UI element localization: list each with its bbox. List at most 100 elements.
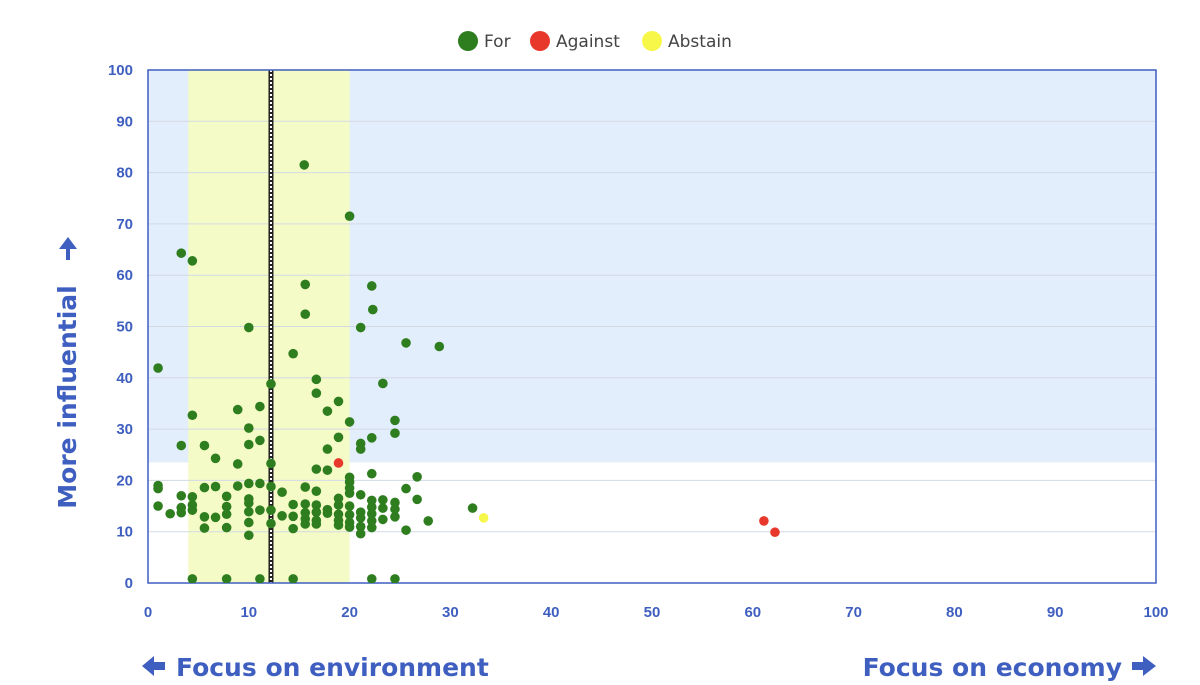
point-for (412, 494, 422, 505)
x-tick-labels: 0 10 20 30 40 50 60 70 80 90 100 (144, 604, 1169, 621)
gridlines (148, 120, 1156, 533)
point-for (412, 472, 422, 482)
x-tick-label: 0 (144, 604, 152, 621)
x-tick-label: 10 (240, 604, 257, 621)
y-axis-title: More influential (53, 285, 82, 508)
point-for (300, 519, 311, 529)
point-for (300, 482, 311, 492)
x-axis-title-right: Focus on economy (863, 653, 1122, 682)
point-for (266, 481, 276, 492)
x-tick-label: 60 (744, 604, 761, 621)
point-for (299, 160, 310, 170)
point-for (311, 464, 322, 474)
point-for (176, 490, 187, 501)
point-for (390, 497, 400, 508)
point-for (244, 439, 254, 450)
point-for (255, 478, 265, 489)
point-for (187, 574, 198, 583)
point-for (255, 401, 265, 412)
point-for (322, 465, 333, 475)
point-for (221, 509, 232, 520)
point-for (255, 435, 265, 446)
y-tick-label: 50 (116, 319, 133, 336)
y-tick-label: 40 (116, 370, 133, 387)
legend-swatch-against (530, 31, 550, 51)
point-for (244, 530, 254, 541)
y-tick-label: 60 (116, 267, 133, 284)
point-for (390, 415, 400, 426)
point-for (366, 574, 377, 583)
point-for (333, 396, 344, 407)
point-for (378, 495, 388, 505)
point-against (770, 527, 780, 538)
point-for (288, 348, 298, 359)
point-against (333, 458, 344, 468)
point-for (311, 486, 322, 496)
legend-label-for: For (484, 32, 511, 52)
x-tick-label: 50 (644, 604, 661, 621)
point-for (266, 518, 276, 529)
point-for (244, 423, 254, 433)
data-points (153, 160, 780, 583)
point-for (288, 523, 298, 534)
point-for (344, 501, 355, 511)
point-for (187, 256, 198, 266)
point-for (355, 489, 366, 500)
point-for (300, 499, 311, 509)
point-for (366, 468, 377, 479)
y-axis-title-group: More influential (53, 237, 82, 509)
point-for (366, 522, 377, 533)
x-axis-title-right-group: Focus on economy (863, 653, 1156, 682)
point-for (153, 363, 163, 373)
point-for (176, 248, 187, 258)
y-tick-label: 10 (116, 524, 133, 541)
x-tick-label: 90 (1047, 604, 1064, 621)
point-for (366, 495, 377, 506)
x-tick-label: 30 (442, 604, 459, 621)
point-for (390, 428, 400, 439)
y-tick-label: 20 (116, 472, 133, 489)
legend-label-abstain: Abstain (668, 32, 732, 52)
point-for (266, 379, 276, 389)
point-for (210, 481, 221, 492)
point-for (390, 504, 400, 514)
y-tick-label: 30 (116, 421, 133, 438)
point-for (153, 483, 163, 494)
point-for (311, 519, 322, 529)
point-for (244, 498, 254, 508)
point-for (311, 388, 322, 398)
arrow-up-icon (59, 237, 77, 260)
arrow-right-icon (1132, 656, 1156, 676)
point-for (244, 517, 254, 528)
x-tick-label: 80 (946, 604, 963, 621)
point-for (300, 309, 311, 319)
point-for (390, 574, 400, 583)
y-tick-label: 100 (108, 62, 133, 79)
point-for (378, 514, 388, 525)
point-for (322, 508, 333, 519)
legend-swatch-abstain (642, 31, 662, 51)
point-for (344, 417, 355, 427)
point-for (210, 512, 221, 523)
legend-label-against: Against (556, 32, 620, 52)
x-tick-label: 40 (543, 604, 560, 621)
point-for (187, 505, 198, 515)
legend-swatch-for (458, 31, 478, 51)
point-for (311, 374, 322, 385)
point-for (153, 501, 163, 511)
point-for (277, 487, 287, 497)
point-for (210, 453, 221, 464)
point-for (378, 503, 388, 513)
point-for (366, 433, 377, 443)
x-tick-label: 20 (341, 604, 358, 621)
point-for (255, 505, 265, 515)
point-for (199, 482, 210, 493)
point-for (401, 338, 411, 348)
y-tick-label: 90 (116, 113, 133, 130)
point-for (401, 525, 411, 535)
y-tick-labels: 0 10 20 30 40 50 60 70 80 90 100 (108, 62, 133, 592)
point-for (255, 574, 265, 583)
point-for (355, 513, 366, 523)
point-for (322, 444, 333, 454)
